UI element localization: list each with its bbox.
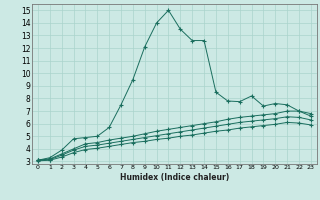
X-axis label: Humidex (Indice chaleur): Humidex (Indice chaleur) [120,173,229,182]
